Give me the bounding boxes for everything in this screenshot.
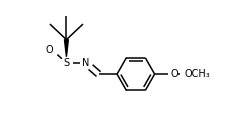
Polygon shape — [64, 40, 68, 57]
Text: OCH₃: OCH₃ — [184, 69, 210, 79]
Text: N: N — [82, 58, 89, 68]
Text: S: S — [63, 58, 69, 68]
Text: O: O — [170, 69, 178, 79]
Text: O: O — [45, 45, 53, 55]
